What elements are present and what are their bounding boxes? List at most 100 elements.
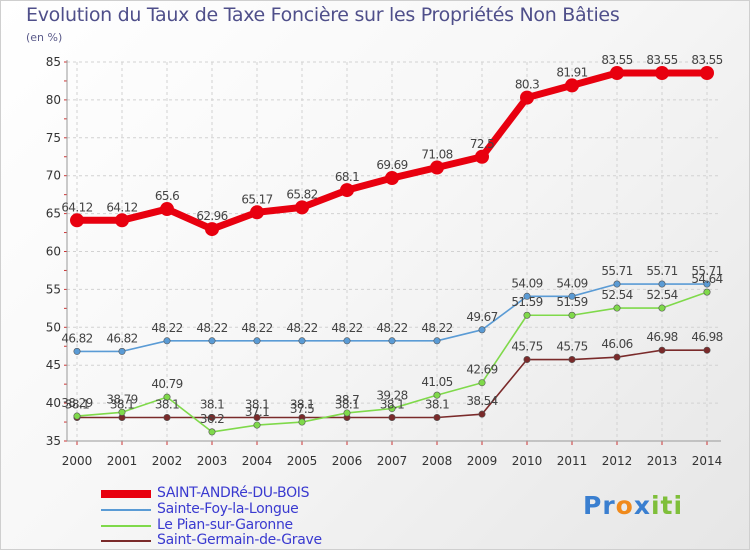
x-tick-label-5: 2005 — [287, 454, 318, 468]
point-saint-andr-du-bois-13 — [655, 65, 669, 80]
data-label-saint-andr-du-bois-12: 83.55 — [601, 53, 632, 67]
legend-item-saint-germain-de-grave: Saint-Germain-de-Grave — [101, 532, 361, 548]
data-label-sainte-foy-la-longue-6: 48.22 — [331, 321, 362, 335]
x-tick-label-7: 2007 — [377, 454, 408, 468]
data-label-le-pian-sur-garonne-6: 38.7 — [335, 393, 359, 407]
data-label-sainte-foy-la-longue-7: 48.22 — [376, 321, 407, 335]
point-saint-germain-de-grave-3 — [208, 414, 216, 422]
data-label-saint-germain-de-grave-1: 38.1 — [110, 398, 134, 412]
data-label-saint-germain-de-grave-3: 38.1 — [200, 398, 224, 412]
data-label-saint-andr-du-bois-13: 83.55 — [646, 53, 677, 67]
point-sainte-foy-la-longue-0 — [73, 347, 81, 355]
point-saint-germain-de-grave-14 — [703, 346, 711, 354]
legend-label-saint-germain-de-grave: Saint-Germain-de-Grave — [157, 532, 322, 548]
point-saint-andr-du-bois-7 — [385, 171, 399, 186]
point-sainte-foy-la-longue-7 — [388, 337, 396, 345]
data-label-sainte-foy-la-longue-4: 48.22 — [241, 321, 272, 335]
point-le-pian-sur-garonne-8 — [433, 391, 441, 399]
y-tick-label-7: 70 — [46, 169, 61, 183]
data-label-sainte-foy-la-longue-3: 48.22 — [196, 321, 227, 335]
point-le-pian-sur-garonne-4 — [253, 421, 261, 429]
y-axis-unit-label: (en %) — [26, 31, 63, 44]
y-tick-label-5: 60 — [46, 245, 61, 259]
y-tick-label-10: 85 — [46, 55, 61, 69]
data-label-saint-andr-du-bois-1: 64.12 — [106, 200, 137, 214]
point-saint-germain-de-grave-4 — [253, 414, 261, 422]
data-label-saint-germain-de-grave-9: 38.54 — [466, 394, 497, 408]
point-le-pian-sur-garonne-6 — [343, 409, 351, 417]
data-label-sainte-foy-la-longue-10: 54.09 — [511, 276, 542, 290]
data-label-sainte-foy-la-longue-14: 55.71 — [691, 264, 722, 278]
point-saint-andr-du-bois-9 — [475, 149, 489, 164]
data-label-sainte-foy-la-longue-0: 46.82 — [61, 331, 92, 345]
point-le-pian-sur-garonne-9 — [478, 379, 486, 387]
point-saint-andr-du-bois-1 — [115, 213, 129, 228]
point-saint-andr-du-bois-8 — [430, 160, 444, 175]
data-label-le-pian-sur-garonne-0: 38.29 — [61, 396, 92, 410]
point-saint-andr-du-bois-14 — [700, 65, 714, 80]
point-sainte-foy-la-longue-4 — [253, 337, 261, 345]
data-label-saint-andr-du-bois-10: 80.3 — [515, 78, 539, 92]
point-saint-andr-du-bois-11 — [565, 78, 579, 93]
data-label-saint-andr-du-bois-0: 64.12 — [61, 200, 92, 214]
data-label-le-pian-sur-garonne-2: 40.79 — [151, 377, 182, 391]
x-tick-label-14: 2014 — [692, 454, 723, 468]
data-label-le-pian-sur-garonne-1: 38.79 — [106, 392, 137, 406]
data-label-saint-germain-de-grave-11: 45.75 — [556, 340, 587, 354]
point-le-pian-sur-garonne-1 — [118, 408, 126, 416]
data-label-sainte-foy-la-longue-9: 49.67 — [466, 310, 497, 324]
x-tick-label-2: 2002 — [152, 454, 183, 468]
y-tick-label-4: 55 — [46, 282, 61, 296]
point-le-pian-sur-garonne-3 — [208, 428, 216, 436]
point-saint-andr-du-bois-4 — [250, 205, 264, 220]
data-label-saint-andr-du-bois-2: 65.6 — [155, 189, 179, 203]
data-label-le-pian-sur-garonne-13: 52.54 — [646, 288, 677, 302]
point-le-pian-sur-garonne-0 — [73, 412, 81, 420]
point-saint-andr-du-bois-3 — [205, 222, 219, 237]
legend-label-le-pian-sur-garonne: Le Pian-sur-Garonne — [157, 517, 293, 533]
point-saint-germain-de-grave-7 — [388, 414, 396, 422]
x-tick-label-1: 2001 — [107, 454, 138, 468]
legend-label-sainte-foy-la-longue: Sainte-Foy-la-Longue — [157, 501, 299, 517]
legend-label-saint-andre-du-bois: SAINT-ANDRé-DU-BOIS — [157, 485, 310, 501]
point-saint-germain-de-grave-11 — [568, 356, 576, 364]
data-label-le-pian-sur-garonne-10: 51.59 — [511, 295, 542, 309]
point-le-pian-sur-garonne-5 — [298, 418, 306, 426]
axes: 35 40 45 50 55 60 65 70 75 80 85 2000 2001 2002 2003 20… — [46, 55, 723, 468]
point-sainte-foy-la-longue-10 — [523, 292, 531, 300]
point-le-pian-sur-garonne-10 — [523, 311, 531, 319]
x-tick-label-10: 2010 — [512, 454, 543, 468]
point-sainte-foy-la-longue-3 — [208, 337, 216, 345]
data-label-saint-germain-de-grave-10: 45.75 — [511, 340, 542, 354]
point-le-pian-sur-garonne-12 — [613, 304, 621, 312]
point-sainte-foy-la-longue-9 — [478, 326, 486, 334]
point-saint-germain-de-grave-10 — [523, 356, 531, 364]
data-label-sainte-foy-la-longue-13: 55.71 — [646, 264, 677, 278]
point-saint-germain-de-grave-9 — [478, 410, 486, 418]
x-tick-label-13: 2013 — [647, 454, 678, 468]
data-label-saint-andr-du-bois-3: 62.96 — [196, 209, 227, 223]
point-saint-andr-du-bois-0 — [70, 213, 84, 228]
legend-item-le-pian-sur-garonne: Le Pian-sur-Garonne — [101, 517, 361, 533]
point-sainte-foy-la-longue-6 — [343, 337, 351, 345]
logo-part-2: o — [615, 491, 634, 520]
data-label-saint-germain-de-grave-2: 38.1 — [155, 398, 179, 412]
point-le-pian-sur-garonne-14 — [703, 288, 711, 296]
data-label-sainte-foy-la-longue-8: 48.22 — [421, 321, 452, 335]
point-saint-germain-de-grave-12 — [613, 353, 621, 361]
data-label-saint-germain-de-grave-6: 38.1 — [335, 398, 359, 412]
data-label-saint-andr-du-bois-11: 81.91 — [556, 65, 587, 79]
x-tick-label-11: 2011 — [557, 454, 588, 468]
data-label-saint-andr-du-bois-14: 83.55 — [691, 53, 722, 67]
data-label-le-pian-sur-garonne-12: 52.54 — [601, 288, 632, 302]
data-label-sainte-foy-la-longue-2: 48.22 — [151, 321, 182, 335]
data-label-saint-germain-de-grave-14: 46.98 — [691, 330, 722, 344]
point-sainte-foy-la-longue-13 — [658, 280, 666, 288]
data-label-saint-andr-du-bois-8: 71.08 — [421, 148, 452, 162]
x-tick-label-6: 2006 — [332, 454, 363, 468]
data-label-saint-germain-de-grave-7: 38.1 — [380, 398, 404, 412]
data-label-le-pian-sur-garonne-9: 42.69 — [466, 363, 497, 377]
data-label-saint-andr-du-bois-7: 69.69 — [376, 158, 407, 172]
x-tick-label-4: 2004 — [242, 454, 273, 468]
